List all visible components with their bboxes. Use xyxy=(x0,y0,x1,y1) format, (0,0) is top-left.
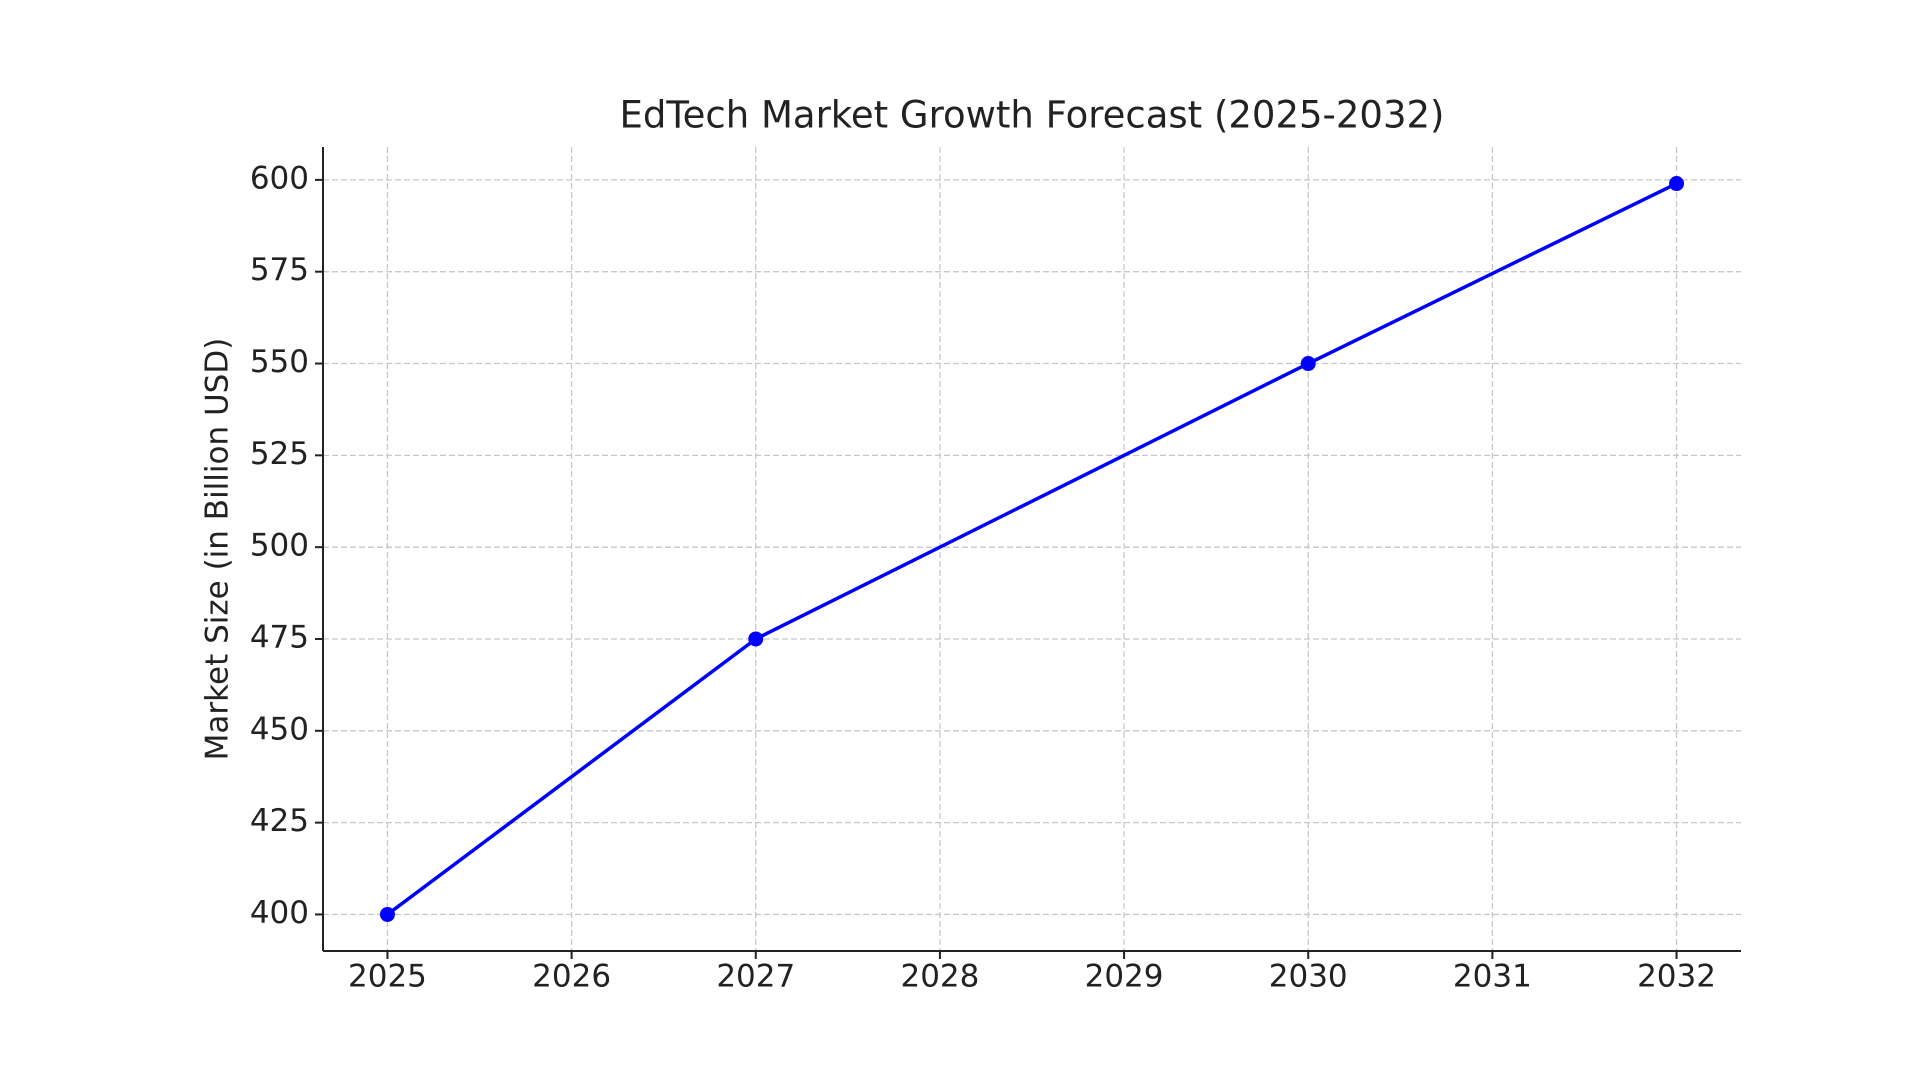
y-tick-label: 400 xyxy=(250,895,309,931)
y-tick-label: 425 xyxy=(250,803,309,839)
y-tick-label: 575 xyxy=(250,252,309,288)
point xyxy=(748,631,764,647)
x-tick-label: 2025 xyxy=(348,959,427,995)
y-tick-label: 525 xyxy=(250,436,309,472)
y-tick-label: 475 xyxy=(250,619,309,655)
y-tick-label: 600 xyxy=(250,160,309,196)
x-tick-label: 2026 xyxy=(532,959,611,995)
chart-title: EdTech Market Growth Forecast (2025-2032… xyxy=(619,94,1444,137)
line xyxy=(386,181,1678,916)
point xyxy=(1300,356,1316,372)
point xyxy=(379,906,395,922)
y-tick-label: 450 xyxy=(250,711,309,747)
y-axis-label: Market Size (in Billion USD) xyxy=(200,338,236,761)
x-tick-label: 2031 xyxy=(1453,959,1532,995)
x-tick-label: 2027 xyxy=(716,959,795,995)
x-tick-label: 2030 xyxy=(1269,959,1348,995)
x-tick-label: 2032 xyxy=(1637,959,1716,995)
y-tick-label: 550 xyxy=(250,344,309,380)
x-tick-label: 2028 xyxy=(900,959,979,995)
point xyxy=(1669,176,1685,192)
y-tick-label: 500 xyxy=(250,528,309,564)
x-tick-label: 2029 xyxy=(1085,959,1164,995)
